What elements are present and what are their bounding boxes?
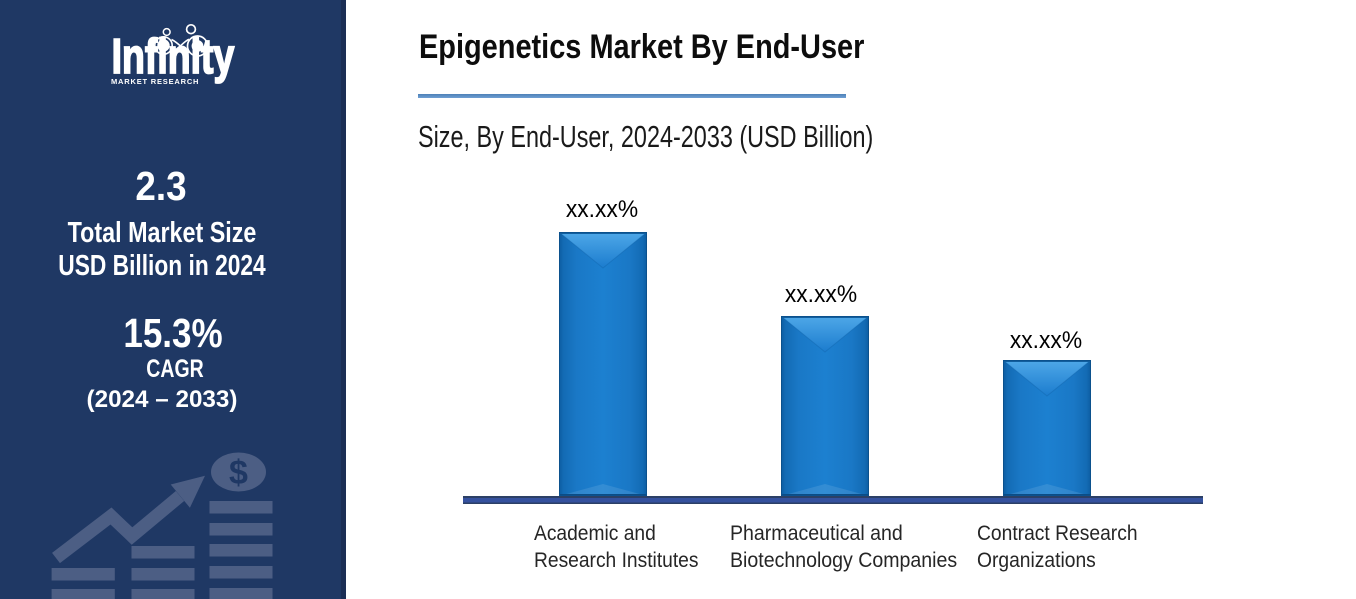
svg-text:$: $ — [229, 454, 248, 492]
